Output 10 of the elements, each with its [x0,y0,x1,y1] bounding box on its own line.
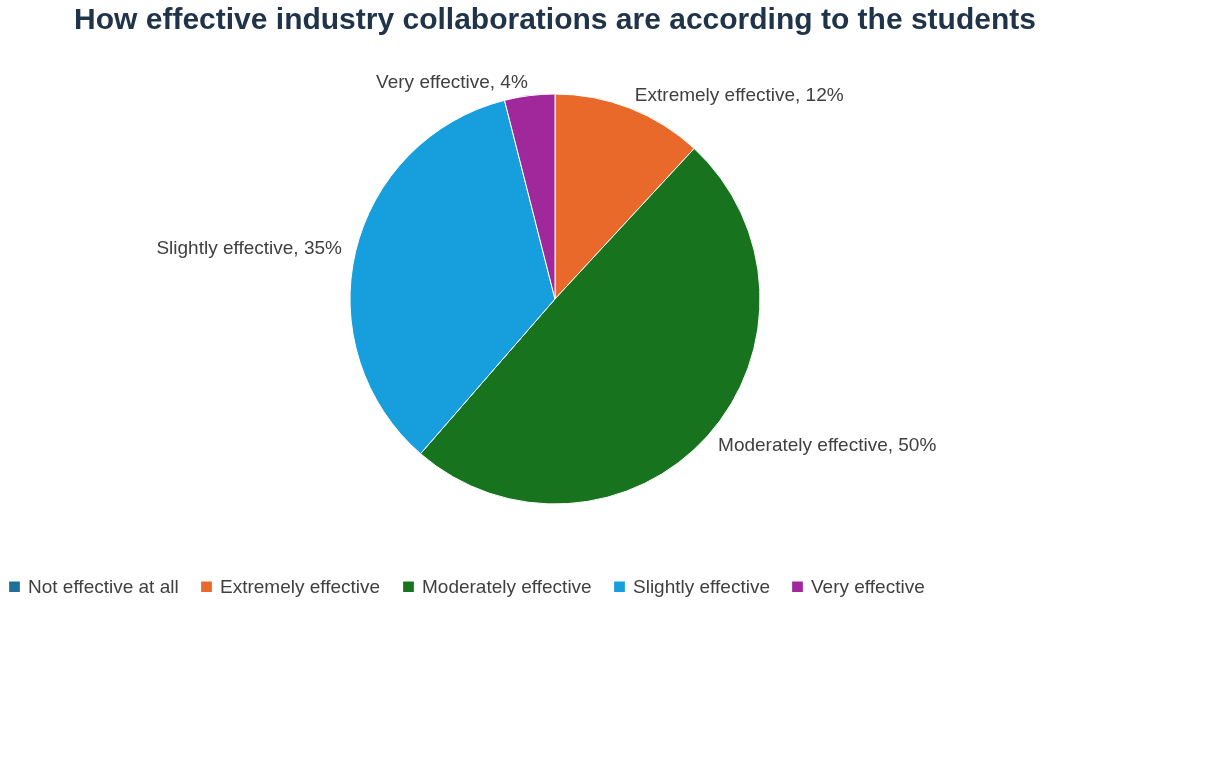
legend-label: Moderately effective [422,575,592,597]
legend-label: Extremely effective [220,575,381,597]
chart-title: How effective industry collaborations are according to the students [74,2,1036,35]
data-label: Extremely effective, 12% [634,84,844,106]
data-label: Slightly effective, 35% [156,237,343,259]
legend-label: Very effective [811,575,925,597]
data-label: Very effective, 4% [376,70,528,92]
data-label: Moderately effective, 50% [718,434,937,456]
legend-label: Not effective at all [28,575,179,597]
legend-label: Slightly effective [633,575,770,597]
